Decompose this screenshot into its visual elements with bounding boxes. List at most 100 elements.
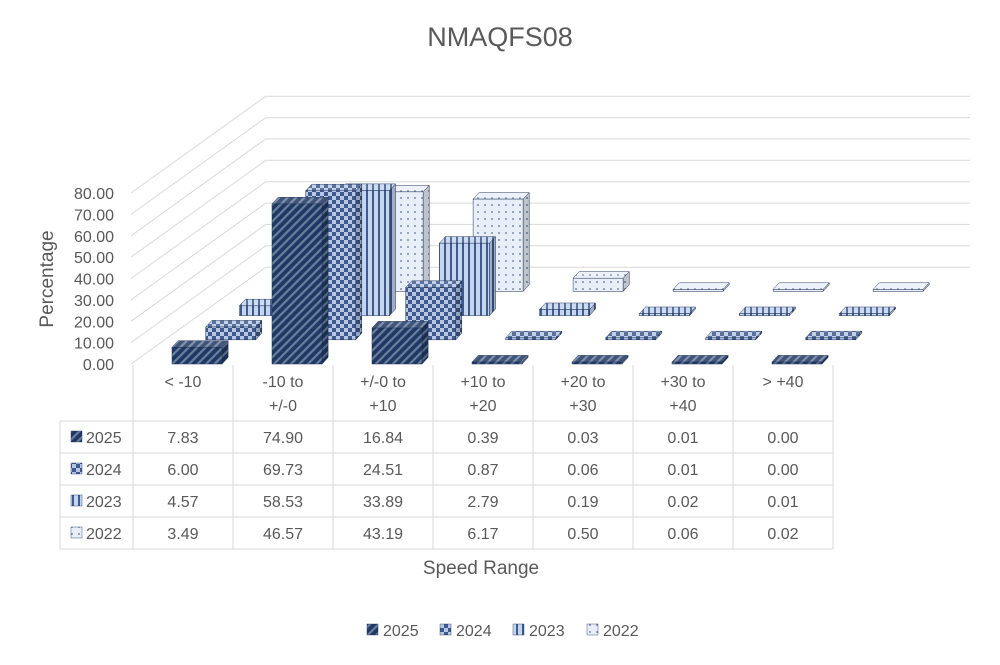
legend-swatch xyxy=(366,623,379,636)
bar-side-shade xyxy=(523,192,530,292)
bar xyxy=(705,330,763,341)
table-cell: 58.53 xyxy=(263,494,303,511)
bar-front-face xyxy=(639,313,690,316)
table-cell: 0.00 xyxy=(767,430,798,447)
bar-side-shade xyxy=(789,307,796,316)
table-cell: 74.90 xyxy=(263,430,303,447)
bar xyxy=(772,282,830,293)
bar-top-highlight xyxy=(572,355,629,362)
bar-front-face xyxy=(539,309,590,316)
bar xyxy=(271,196,329,365)
bar-top-highlight xyxy=(573,271,630,279)
bar-front-face xyxy=(839,313,890,316)
table-cell: 7.83 xyxy=(167,430,198,447)
bar-side-shade xyxy=(222,340,229,364)
table-cell: 0.19 xyxy=(567,494,598,511)
bar-side-shade xyxy=(622,355,629,364)
table-cell: 69.73 xyxy=(263,462,303,479)
bar xyxy=(572,270,630,293)
bar-top-highlight xyxy=(873,282,930,290)
table-cell: 6.17 xyxy=(467,526,498,543)
bar-top-highlight xyxy=(839,307,896,314)
gridline xyxy=(130,266,970,365)
bar xyxy=(838,306,897,317)
bar-side-shade xyxy=(423,185,430,292)
bar-top-highlight xyxy=(473,192,530,200)
gridline xyxy=(130,117,970,215)
legend-label: 2022 xyxy=(603,623,639,640)
legend-swatch xyxy=(586,623,599,636)
bar-top-highlight xyxy=(272,197,329,204)
y-tick-label: 60.00 xyxy=(74,229,114,246)
bar-side-shade xyxy=(355,184,362,340)
table-cell: 43.19 xyxy=(363,526,403,543)
table-legend-key xyxy=(70,494,83,507)
gridline xyxy=(130,159,970,258)
bar-top-highlight xyxy=(672,355,729,362)
bar xyxy=(771,354,829,365)
bar-top-highlight xyxy=(439,236,496,244)
bar-front-face xyxy=(739,313,790,316)
table-cell: 24.51 xyxy=(363,462,403,479)
data-table: < -10 -10 to +/-0 +/-0 to +10 +10 to +20 +20 to… xyxy=(59,365,834,550)
bar-top-highlight xyxy=(472,355,529,362)
y-tick-label: 80.00 xyxy=(74,186,114,203)
y-tick-label: 0.00 xyxy=(83,357,114,374)
bar-front-face xyxy=(505,337,556,341)
table-row-label: 2023 xyxy=(86,494,122,511)
bar-front-face xyxy=(872,289,924,292)
table-cell: 0.06 xyxy=(667,526,698,543)
table-legend-key xyxy=(70,430,83,443)
bar-side-shade xyxy=(623,271,630,292)
table-cell: 0.01 xyxy=(667,430,698,447)
y-tick-label: 70.00 xyxy=(74,207,114,224)
bar-top-highlight xyxy=(705,331,762,338)
bar-top-highlight xyxy=(772,355,829,362)
bar xyxy=(471,354,529,365)
table-header-label: +10 xyxy=(369,398,396,415)
table-header-label: > +40 xyxy=(763,374,804,391)
bar xyxy=(171,340,229,365)
bar-front-face xyxy=(271,203,323,365)
bar xyxy=(638,306,697,317)
legend-item: 2025 xyxy=(366,623,419,640)
bar-top-highlight xyxy=(739,307,796,314)
table-row-label: 2025 xyxy=(86,430,122,447)
bar-side-shade xyxy=(489,236,496,316)
bar-front-face xyxy=(705,337,756,341)
bar-front-face xyxy=(171,347,223,365)
bar xyxy=(738,306,797,317)
gridlines xyxy=(130,95,970,365)
y-tick-label: 30.00 xyxy=(74,293,114,310)
bar-top-highlight xyxy=(205,320,262,327)
bar-side-shade xyxy=(755,331,762,340)
bar-front-face xyxy=(572,277,624,292)
x-axis-title: Speed Range xyxy=(423,558,539,579)
table-row-label: 2022 xyxy=(86,526,122,543)
table-header-label: +10 to xyxy=(461,374,506,391)
bar-front-face xyxy=(772,289,824,292)
bar xyxy=(538,302,597,317)
chart-title: NMAQFS08 xyxy=(427,22,573,52)
table-cell: 3.49 xyxy=(167,526,198,543)
bar-top-highlight xyxy=(605,331,662,338)
bar xyxy=(671,354,729,365)
bar-top-highlight xyxy=(773,282,830,290)
bar-top-highlight xyxy=(639,307,696,314)
bar-side-shade xyxy=(422,321,429,364)
table-row-label: 2024 xyxy=(86,462,122,479)
bar-front-face xyxy=(672,289,724,292)
gridline xyxy=(130,245,970,344)
bar-front-face xyxy=(771,361,823,365)
table-cell: 4.57 xyxy=(167,494,198,511)
bar-front-face xyxy=(371,327,423,365)
table-legend-key xyxy=(70,462,83,475)
y-tick-label: 40.00 xyxy=(74,272,114,289)
table-header-label: +/-0 to xyxy=(360,374,406,391)
bar xyxy=(371,320,429,365)
legend-swatch xyxy=(439,623,452,636)
table-cell: 6.00 xyxy=(167,462,198,479)
table-cell: 0.87 xyxy=(467,462,498,479)
bar-side-shade xyxy=(389,183,396,316)
